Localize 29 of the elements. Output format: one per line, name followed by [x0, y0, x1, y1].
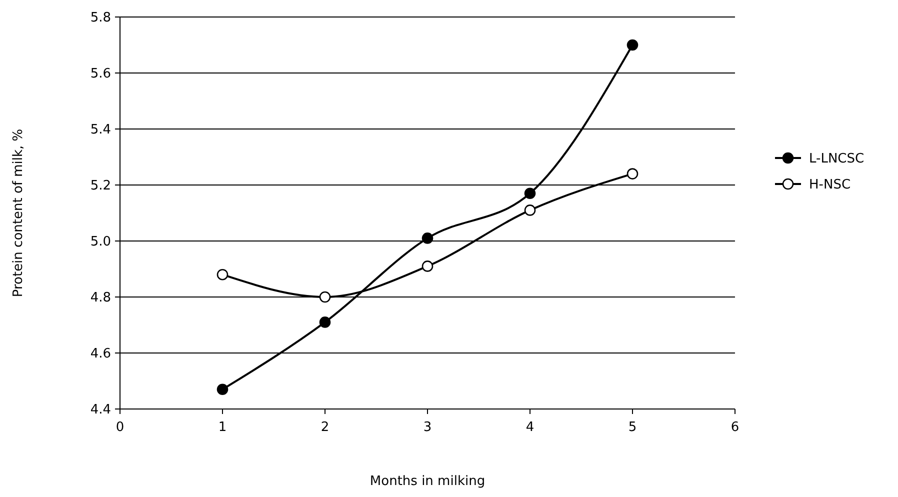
- point: [319, 316, 331, 328]
- point: [319, 291, 331, 303]
- y-tick-label: 5.4: [90, 122, 111, 138]
- y-tick-label: 4.4: [90, 402, 111, 418]
- x-tick-label: 0: [116, 420, 124, 435]
- y-tick-label: 5.8: [90, 10, 111, 26]
- point: [524, 204, 536, 216]
- point: [422, 232, 434, 244]
- x-tick-label: 2: [320, 420, 330, 435]
- point: [216, 268, 228, 280]
- point: [216, 384, 228, 396]
- y-tick-label: 5.6: [90, 66, 111, 82]
- y-tick-label: 5.2: [90, 178, 111, 194]
- y-tick-label: 5.0: [90, 234, 111, 250]
- x-tick-label: 6: [730, 420, 740, 435]
- x-tick-label: 5: [628, 420, 637, 435]
- y-axis-title: Protein content of milk, %: [11, 128, 26, 298]
- x-tick-label: 3: [423, 420, 432, 435]
- point: [524, 188, 536, 200]
- legend-label: H-NSC: [809, 178, 851, 193]
- y-tick-label: 4.6: [90, 346, 111, 362]
- point: [626, 168, 638, 180]
- y-tick-label: 4.8: [90, 290, 111, 306]
- x-tick-label: 1: [218, 420, 227, 435]
- point: [422, 260, 434, 272]
- legend-label: L-LNCSC: [809, 152, 864, 167]
- point: [626, 39, 638, 51]
- x-axis-title: Months in milking: [370, 474, 486, 489]
- x-tick-label: 4: [526, 420, 534, 435]
